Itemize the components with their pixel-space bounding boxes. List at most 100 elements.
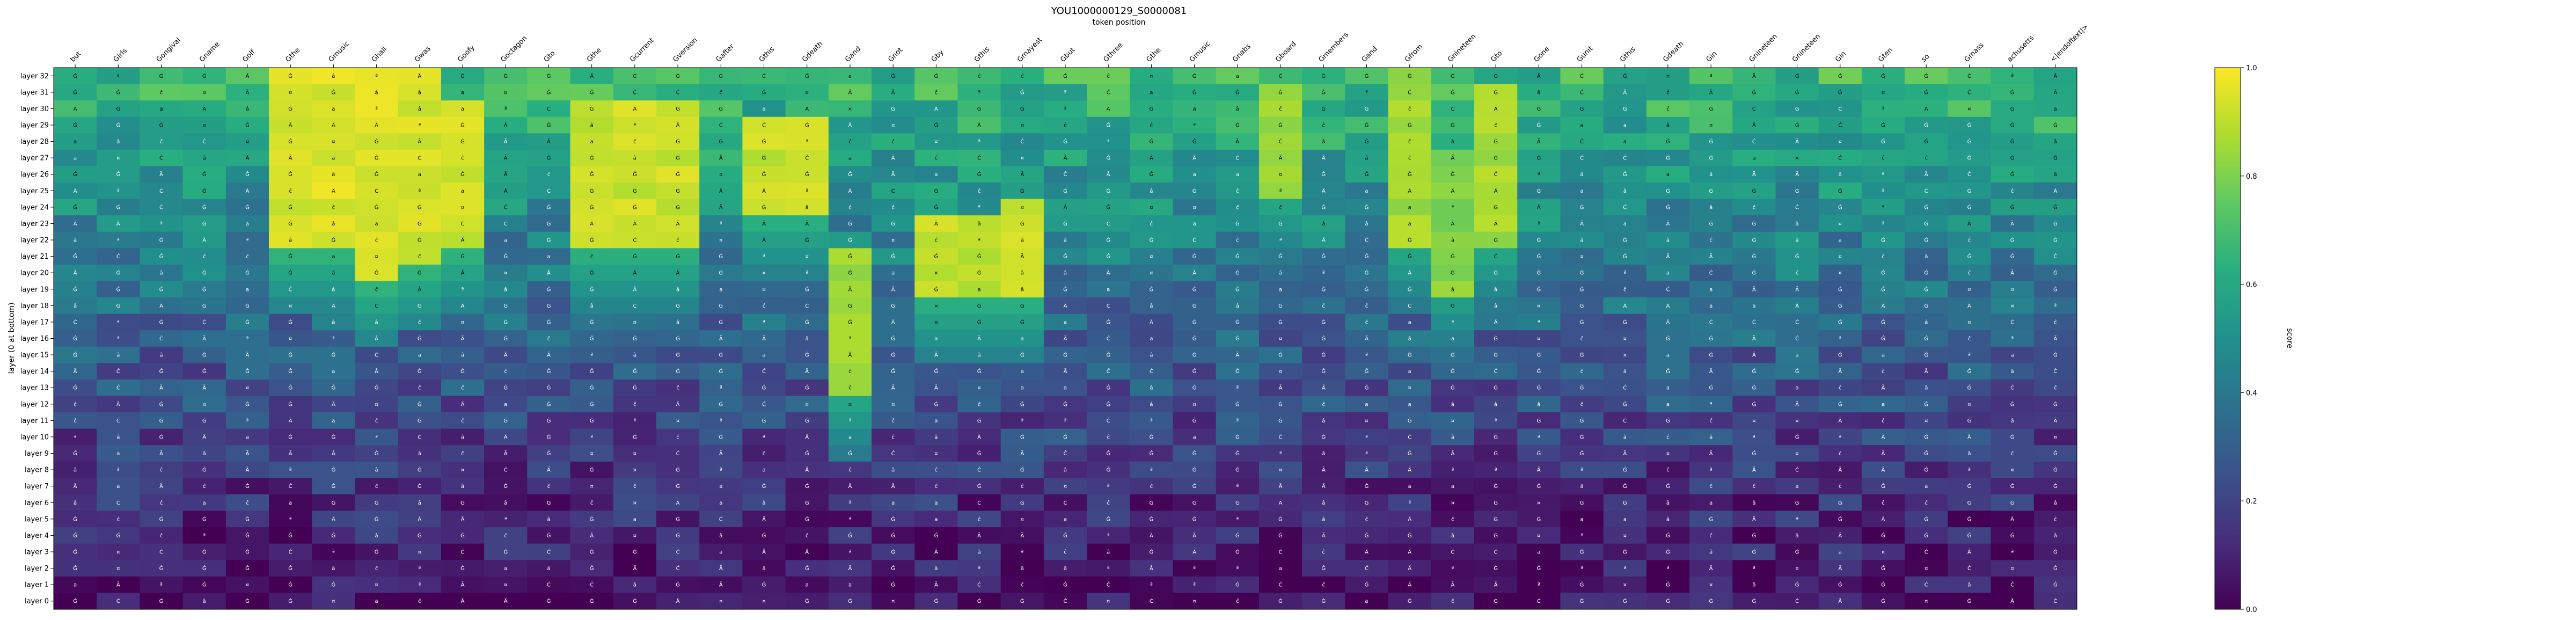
heatmap-cell-glyph: Ġ	[1967, 138, 1972, 145]
heatmap-cell-glyph: Ġ	[1278, 352, 1283, 359]
heatmap-cell-glyph: Ġ	[418, 302, 422, 309]
heatmap-cell	[441, 313, 485, 331]
heatmap-cell	[613, 100, 657, 118]
heatmap-cell-glyph: ª	[1150, 582, 1153, 588]
heatmap-cell-glyph: ĉ	[633, 483, 636, 490]
heatmap-cell	[914, 215, 958, 232]
heatmap-cell-glyph: Ġ	[1752, 532, 1757, 539]
heatmap-cell-glyph: ¤	[116, 566, 120, 572]
heatmap-cell	[1258, 313, 1302, 331]
heatmap-cell	[1560, 133, 1604, 150]
heatmap-cell-glyph: Ġ	[1623, 237, 1627, 244]
heatmap-cell-glyph: ª	[504, 106, 507, 112]
heatmap-cell-glyph: ª	[504, 516, 507, 522]
heatmap-cell-glyph: Ġ	[245, 565, 250, 572]
heatmap-cell-glyph: Ä	[332, 122, 335, 129]
heatmap-cell	[1258, 346, 1302, 363]
y-tick-label: layer 3	[25, 548, 49, 556]
heatmap-cell-glyph: Ġ	[202, 548, 207, 555]
heatmap-cell	[1560, 68, 1604, 85]
heatmap-cell	[1173, 199, 1217, 216]
x-tick-label: Gthree	[1102, 41, 1124, 64]
heatmap-cell-glyph: Ġ	[633, 548, 637, 555]
heatmap-cell-glyph: ĉ	[1236, 204, 1239, 210]
heatmap-cell	[1818, 281, 1862, 298]
heatmap-cell	[269, 199, 312, 216]
heatmap-cell	[1517, 346, 1561, 363]
heatmap-cell-glyph: Ġ	[1063, 220, 1067, 227]
heatmap-cell-glyph: Ġ	[848, 237, 852, 244]
heatmap-cell	[484, 149, 528, 167]
heatmap-cell-glyph: Ġ	[1020, 302, 1024, 309]
heatmap-cell-glyph: Ä	[159, 302, 163, 309]
heatmap-cell-glyph: Ġ	[73, 72, 77, 79]
heatmap-cell	[828, 297, 872, 315]
heatmap-cell	[1431, 133, 1475, 150]
heatmap-cell-glyph: Ċ	[159, 155, 163, 162]
heatmap-cell-glyph: Ġ	[676, 253, 680, 260]
heatmap-cell	[1517, 84, 1561, 101]
heatmap-cell	[1258, 264, 1302, 282]
heatmap-cell	[1861, 313, 1905, 331]
heatmap-cell-glyph: ¤	[1408, 385, 1411, 391]
heatmap-cell-glyph: Ġ	[245, 400, 250, 407]
heatmap-cell-glyph: Ċ	[1408, 89, 1411, 96]
heatmap-cell	[957, 231, 1001, 249]
heatmap-cell-glyph: ª	[806, 271, 808, 276]
heatmap-cell-glyph: Ġ	[934, 72, 938, 79]
heatmap-cell-glyph: Ä	[461, 515, 465, 522]
heatmap-cell-glyph: Ä	[805, 433, 809, 440]
heatmap-cell-glyph: Ġ	[891, 302, 895, 309]
heatmap-cell-glyph: â	[2054, 500, 2057, 506]
heatmap-cell-glyph: ĉ	[461, 385, 464, 391]
x-tick-label: Gnineteen	[1748, 32, 1779, 63]
heatmap-cell-glyph: Ġ	[503, 253, 508, 260]
heatmap-cell-glyph: Ġ	[1881, 581, 1885, 588]
heatmap-cell-glyph: Ä	[1064, 155, 1067, 162]
heatmap-cell-glyph: Ä	[719, 187, 723, 194]
heatmap-cell	[1560, 215, 1604, 232]
heatmap-cell	[441, 116, 485, 134]
heatmap-cell-glyph: Ċ	[1408, 302, 1411, 309]
heatmap-cell-glyph: Ġ	[1924, 515, 1928, 522]
heatmap-cell	[570, 166, 614, 183]
heatmap-cell	[1043, 199, 1087, 216]
heatmap-cell-glyph: ĉ	[1580, 401, 1584, 407]
colorbar-tick-label: 1.0	[2246, 64, 2257, 72]
heatmap-cell-glyph: Ä	[1064, 335, 1067, 342]
heatmap-cell-glyph: ª	[1452, 468, 1454, 473]
heatmap-cell	[312, 166, 356, 183]
heatmap-cell	[570, 100, 614, 118]
heatmap-cell	[312, 346, 356, 363]
heatmap-cell-glyph: Ċ	[461, 220, 465, 227]
heatmap-cell-glyph: a	[1709, 303, 1713, 309]
heatmap-cell	[1948, 346, 1992, 363]
heatmap-cell-glyph: ª	[1753, 566, 1755, 572]
heatmap-cell-glyph: Ā	[74, 187, 77, 194]
heatmap-cell	[1173, 231, 1217, 249]
heatmap-cell-glyph: Ċ	[1279, 72, 1283, 79]
heatmap-cell-glyph: a	[74, 156, 77, 162]
heatmap-cell	[1905, 215, 1948, 232]
heatmap-cell-glyph: ª	[1064, 418, 1067, 424]
heatmap-cell-glyph: Ġ	[1365, 532, 1369, 539]
heatmap-cell-glyph: ¤	[762, 599, 765, 604]
heatmap-cell-glyph: ¤	[2010, 287, 2014, 293]
heatmap-cell-glyph: a	[1408, 484, 1411, 490]
heatmap-cell-glyph: Ġ	[1192, 286, 1197, 293]
heatmap-cell-glyph: Ġ	[1020, 352, 1024, 359]
heatmap-cell-glyph: Ä	[1882, 302, 1885, 309]
heatmap-cell	[441, 231, 485, 249]
heatmap-cell	[1345, 346, 1389, 363]
heatmap-cell-glyph: Ġ	[1365, 483, 1369, 490]
heatmap-cell	[785, 215, 829, 232]
heatmap-cell	[613, 313, 657, 331]
heatmap-cell	[1689, 248, 1733, 265]
heatmap-cell-glyph: Ġ	[1235, 548, 1240, 555]
heatmap-cell-glyph: ª	[117, 238, 120, 244]
heatmap-cell-glyph: ¤	[1967, 106, 1971, 112]
heatmap-cell-glyph: ª	[763, 254, 765, 260]
heatmap-cell	[1388, 330, 1432, 347]
heatmap-cell-glyph: Ā	[1064, 302, 1067, 309]
heatmap-cell-glyph: Ġ	[676, 335, 680, 342]
